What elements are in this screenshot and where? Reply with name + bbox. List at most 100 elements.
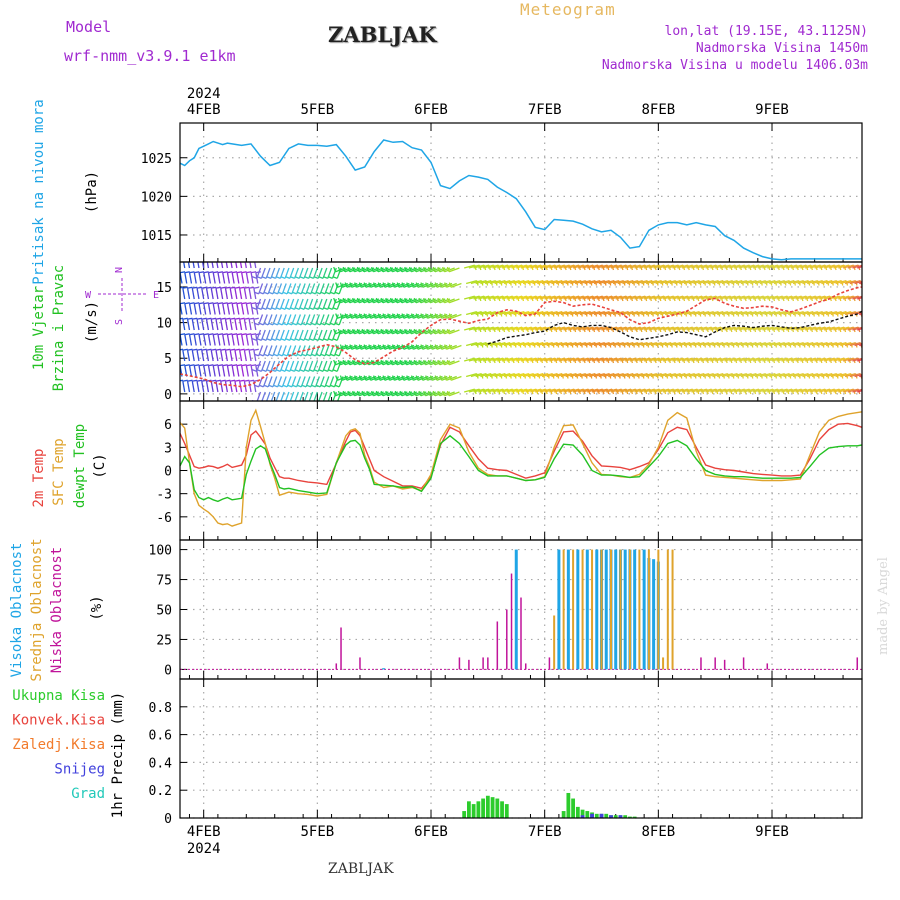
wind-barb bbox=[847, 388, 859, 393]
wind-barb bbox=[757, 326, 769, 331]
y-tick-label: 5 bbox=[164, 352, 172, 367]
wind-barb bbox=[565, 373, 577, 378]
wind-barb bbox=[511, 357, 523, 362]
wind-barb bbox=[696, 295, 708, 300]
wind-barb-flag bbox=[446, 328, 450, 334]
wind-barb bbox=[664, 373, 676, 378]
wind-barb bbox=[482, 388, 494, 393]
wind-barb bbox=[598, 280, 610, 285]
wind-barb bbox=[838, 264, 850, 269]
wind-barb-flag bbox=[868, 389, 869, 394]
wind-barb-flag bbox=[349, 313, 353, 319]
wind-barb-flag bbox=[258, 291, 264, 295]
wind-barb-flag bbox=[870, 343, 871, 348]
wind-barb bbox=[568, 357, 580, 362]
wind-barb-flag bbox=[249, 256, 254, 257]
wind-barb bbox=[650, 280, 662, 285]
wind-barb bbox=[511, 295, 523, 300]
wind-barb bbox=[224, 319, 229, 331]
wind-barb bbox=[672, 264, 684, 269]
wind-barb bbox=[823, 357, 835, 362]
wind-barb bbox=[748, 357, 760, 362]
wind-barb bbox=[243, 319, 247, 331]
precip-bar-rain bbox=[500, 801, 504, 818]
wind-barb bbox=[220, 381, 224, 393]
wind-barb bbox=[634, 264, 646, 269]
wind-barb-flag bbox=[437, 328, 441, 334]
wind-barb bbox=[797, 311, 809, 316]
wind-barb-flag bbox=[432, 359, 436, 365]
wind-barb bbox=[241, 303, 245, 315]
precip-bar-rain bbox=[613, 815, 618, 818]
wind-barb bbox=[587, 357, 599, 362]
wind-barb-flag bbox=[239, 348, 245, 351]
wind-barb-flag bbox=[291, 353, 297, 357]
wind-barb-flag bbox=[415, 313, 419, 319]
wind-barb bbox=[589, 280, 601, 285]
cloud-mid-axis-title: Srednja Oblacnost bbox=[29, 538, 45, 681]
wind-barb bbox=[544, 295, 556, 300]
wind-barb-flag bbox=[187, 286, 193, 289]
wind-barb bbox=[215, 350, 219, 362]
wind-barb bbox=[833, 264, 845, 269]
wind-barb bbox=[627, 342, 638, 347]
wind-barb bbox=[622, 342, 634, 347]
wind-barb bbox=[239, 350, 243, 362]
wind-barb bbox=[745, 342, 757, 347]
wind-barb-flag bbox=[213, 364, 219, 367]
wind-barb bbox=[450, 282, 462, 288]
wind-barb-flag bbox=[308, 276, 314, 279]
wind-barb bbox=[484, 342, 496, 347]
wind-barb-flag bbox=[335, 375, 339, 381]
y-tick-label: -6 bbox=[156, 511, 172, 526]
wind-barb bbox=[516, 357, 528, 362]
wind-barb bbox=[738, 388, 750, 393]
wind-barb-flag bbox=[303, 276, 310, 279]
wind-barb-flag bbox=[370, 328, 374, 334]
wind-barb-flag bbox=[280, 338, 286, 341]
x-day-label-bottom: 4FEB bbox=[187, 824, 221, 840]
wind-barb-flag bbox=[344, 344, 348, 350]
wind-barb bbox=[560, 373, 572, 378]
wind-barb bbox=[631, 342, 643, 347]
wind-barb bbox=[608, 342, 620, 347]
wind-barb bbox=[582, 357, 594, 362]
wind-barb bbox=[769, 373, 781, 378]
y-tick-label: 1015 bbox=[141, 229, 172, 244]
wind-barb-flag bbox=[246, 271, 252, 274]
wind-barb-flag bbox=[354, 313, 357, 319]
wind-barb-flag bbox=[180, 333, 186, 336]
wind-barb-flag bbox=[389, 266, 393, 272]
wind-barb bbox=[823, 326, 835, 331]
wind-barb bbox=[546, 373, 558, 378]
wind-barb bbox=[783, 342, 795, 347]
precip-axis-title: 1hr Precip (mm) bbox=[110, 692, 126, 818]
wind-barb bbox=[773, 311, 785, 316]
wind-barb bbox=[816, 311, 828, 316]
wind-barb-flag bbox=[349, 344, 353, 350]
wind-barb-flag bbox=[375, 390, 379, 396]
cloud-bar-low bbox=[359, 657, 361, 670]
wind-barb bbox=[735, 342, 747, 347]
wind-barb bbox=[735, 373, 747, 378]
wind-barb bbox=[532, 280, 544, 285]
wind-barb-flag bbox=[344, 282, 348, 288]
wind-barb bbox=[828, 357, 840, 362]
wind-barb bbox=[691, 388, 703, 393]
wind-barb bbox=[645, 373, 657, 378]
wind-barb bbox=[606, 295, 618, 300]
wind-barb-flag bbox=[234, 348, 240, 351]
wind-barb bbox=[710, 388, 722, 393]
wind-barb bbox=[748, 264, 760, 269]
wind-barb bbox=[593, 342, 605, 347]
wind-barb-flag bbox=[192, 348, 198, 351]
wind-barb bbox=[778, 373, 790, 378]
x-year-label-bottom: 2024 bbox=[187, 841, 221, 857]
x-day-label-top: 9FEB bbox=[755, 102, 789, 118]
wind-barb bbox=[809, 295, 821, 300]
wind-barb-flag bbox=[327, 338, 333, 341]
wind-barb bbox=[786, 295, 798, 300]
wind-unit-label: (m/s) bbox=[84, 301, 100, 343]
wind-barb-flag bbox=[222, 333, 228, 336]
wind-barb bbox=[584, 373, 596, 378]
